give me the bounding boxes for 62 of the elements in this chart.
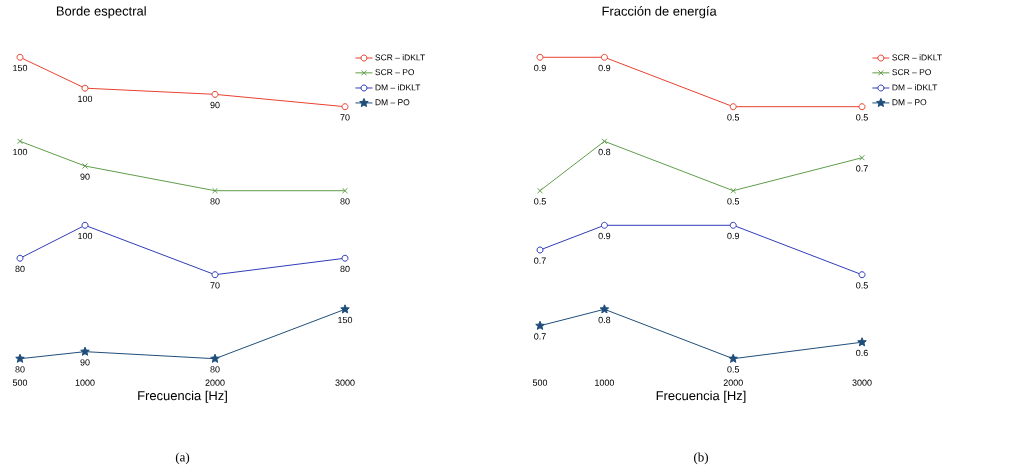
data-label: 0.5 (856, 114, 868, 121)
chart-title: Borde espectral (56, 6, 146, 19)
x-axis-title: Frecuencia [Hz] (656, 390, 746, 403)
data-label: 0.9 (598, 232, 611, 240)
data-label: 0.9 (598, 64, 611, 72)
x-tick-label: 3000 (852, 379, 872, 386)
data-label: 70 (210, 282, 220, 289)
data-label: 0.9 (534, 64, 546, 72)
point (535, 320, 545, 330)
point (81, 84, 89, 92)
legend-label: DM – PO (375, 99, 410, 106)
data-label: 100 (78, 232, 93, 240)
data-label: 80 (15, 366, 25, 373)
legend-label: SCR – iDKLT (375, 54, 425, 61)
x-tick-label: 1000 (595, 379, 615, 386)
legend-label: DM – iDKLT (892, 84, 938, 91)
chart-title: Fracción de energía (602, 6, 717, 19)
point (16, 53, 24, 61)
legend-label: SCR – PO (375, 69, 415, 76)
point (857, 337, 867, 347)
x-tick-label: 2000 (205, 379, 225, 386)
data-label: 0.5 (727, 198, 740, 205)
point (599, 304, 610, 314)
data-label: 80 (340, 198, 350, 205)
data-label: 90 (210, 101, 220, 109)
x-tick-label: 2000 (723, 379, 743, 386)
point (728, 353, 738, 363)
data-label: 0.7 (534, 257, 546, 264)
data-label: 0.5 (727, 114, 740, 121)
data-label: 0.6 (856, 349, 868, 357)
text: (a) (175, 452, 190, 465)
x-tick-label: 1000 (75, 379, 95, 386)
data-label: 0.8 (598, 148, 611, 156)
x-tick-label: 500 (12, 379, 28, 386)
data-label: 0.7 (534, 333, 546, 340)
data-label: 80 (210, 198, 220, 205)
data-label: 0.9 (727, 232, 740, 240)
data-label: 80 (15, 265, 25, 273)
x-tick-label: 3000 (335, 379, 355, 386)
data-label: 90 (80, 173, 90, 180)
point (341, 103, 349, 111)
data-label: 0.7 (856, 165, 868, 172)
data-label: 0.5 (856, 282, 868, 289)
data-label: 90 (80, 359, 90, 366)
x-axis-title: Frecuencia [Hz] (138, 390, 227, 403)
data-label: 70 (340, 114, 350, 121)
point (211, 90, 219, 98)
data-label: 100 (13, 148, 28, 156)
data-label: 0.8 (598, 316, 611, 324)
text: (b) (694, 452, 708, 465)
data-label: 80 (340, 265, 350, 273)
legend-label: SCR – PO (892, 69, 931, 76)
data-label: 100 (78, 95, 93, 103)
legend-label: DM – iDKLT (375, 84, 421, 91)
data-label: 150 (338, 316, 353, 324)
legend-label: SCR – iDKLT (892, 54, 942, 61)
data-label: 150 (13, 64, 28, 72)
data-label: 0.5 (727, 366, 740, 373)
data-label: 80 (210, 366, 220, 373)
data-label: 0.5 (534, 198, 546, 205)
legend-label: DM – PO (892, 99, 927, 106)
x-tick-label: 500 (532, 379, 548, 386)
